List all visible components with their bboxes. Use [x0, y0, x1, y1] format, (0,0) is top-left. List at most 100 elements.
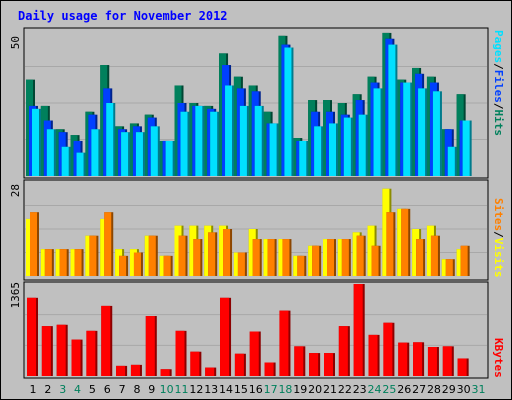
x-axis-label: 31	[472, 383, 486, 396]
sites-bar-face	[267, 239, 275, 276]
kbytes-bar-face	[27, 297, 36, 376]
x-axis-label: 8	[133, 383, 140, 396]
visits-bar-face	[367, 225, 375, 276]
legend-item: KBytes	[492, 338, 505, 378]
sites-bar-face	[341, 239, 349, 276]
x-axis-label: 9	[148, 383, 155, 396]
visits-bar-face	[248, 229, 256, 276]
pages-bar-face	[46, 129, 54, 176]
kbytes-bar-face	[398, 342, 408, 376]
sites-bar-face	[430, 235, 438, 276]
pages-bar-face	[418, 88, 426, 176]
sites-bar-face	[445, 259, 453, 276]
pages-bar-face	[314, 126, 322, 176]
kbytes-bar-face	[279, 310, 289, 376]
visits-bar-face	[26, 218, 33, 276]
visits-bar-face	[55, 249, 63, 276]
kbytes-bar-face	[234, 353, 244, 376]
legend-text: Pages/Files/Hits	[492, 30, 505, 136]
pages-bar-face	[329, 123, 336, 176]
kbytes-bar-face	[383, 322, 393, 376]
kbytes-bar-face	[249, 331, 259, 376]
x-axis-label: 11	[175, 383, 189, 396]
visits-bar-face	[100, 218, 108, 276]
legend-item: Files	[492, 70, 505, 103]
visits-bar-face	[115, 249, 123, 276]
pages-bar-face	[135, 132, 143, 176]
sites-bar-face	[282, 239, 290, 276]
kbytes-bar-face	[56, 324, 66, 376]
x-axis-label: 12	[189, 383, 203, 396]
pages-bar-face	[121, 132, 129, 176]
legend-item: /	[492, 231, 505, 238]
x-axis-label: 1	[30, 383, 37, 396]
sites-bar-face	[401, 208, 409, 276]
kbytes-bar-face	[442, 346, 452, 376]
pages-bar-face	[106, 103, 114, 176]
x-axis-label: 21	[323, 383, 337, 396]
sites-bar-face	[30, 212, 37, 276]
visits-ymax-label: 28	[9, 184, 22, 197]
visits-bar-face	[159, 255, 167, 276]
x-axis-label: 23	[353, 383, 367, 396]
visits-bar-face	[323, 239, 330, 276]
kbytes-bar-face	[190, 351, 200, 376]
sites-bar-face	[386, 212, 394, 276]
sites-bar-face	[59, 249, 67, 276]
visits-bar-face	[441, 259, 449, 276]
x-axis-label: 27	[412, 383, 426, 396]
pages-bar-face	[76, 152, 84, 176]
sites-bar-face	[44, 249, 52, 276]
legend-item: Hits	[492, 110, 505, 137]
visits-bar-face	[456, 249, 464, 276]
x-axis-label: 19	[293, 383, 307, 396]
visits-bar-face	[397, 208, 405, 276]
kbytes-bar-face	[338, 326, 348, 376]
chart-title: Daily usage for November 2012	[18, 9, 228, 23]
visits-bar-face	[144, 235, 152, 276]
visits-bar-face	[337, 239, 345, 276]
sites-bar-face	[356, 235, 364, 276]
kbytes-bar-face	[205, 367, 215, 376]
x-axis-label: 24	[368, 383, 382, 396]
x-axis-label: 26	[397, 383, 411, 396]
x-axis-label: 22	[338, 383, 352, 396]
kbytes-bar-face	[130, 364, 140, 376]
pages-bar-face	[61, 146, 69, 176]
pages-bar-face	[150, 126, 158, 176]
visits-bar-face	[233, 252, 241, 276]
pages-bar-face	[180, 111, 188, 176]
sites-bar-face	[312, 245, 320, 276]
pages-bar-face	[239, 105, 247, 176]
visits-bar-face	[412, 229, 420, 276]
kbytes-bar-face	[145, 316, 155, 376]
x-axis-label: 25	[382, 383, 396, 396]
kbytes-bar-face	[309, 353, 319, 376]
sites-bar-face	[104, 212, 112, 276]
visits-bar-face	[426, 225, 434, 276]
x-axis-label: 14	[219, 383, 233, 396]
x-axis-label: 10	[160, 383, 174, 396]
visits-bar-face	[293, 255, 301, 276]
pages-bar-face	[358, 114, 366, 176]
pages-bar-face	[284, 47, 292, 176]
visits-bar-face	[278, 239, 286, 276]
visits-bar-face	[40, 249, 48, 276]
x-axis-label: 3	[59, 383, 66, 396]
visits-bar-face	[382, 188, 390, 276]
sites-bar-face	[460, 245, 468, 276]
sites-bar-face	[416, 239, 424, 276]
x-axis-label: 28	[427, 383, 441, 396]
visits-bar-face	[85, 235, 93, 276]
pages-bar-face	[165, 140, 173, 176]
pages-bar-face	[195, 105, 203, 176]
sites-bar-face	[371, 245, 379, 276]
legend-item: Visits	[492, 238, 505, 278]
legend-item: /	[492, 63, 505, 70]
kbytes-ymax-label: 1365	[9, 282, 22, 309]
x-axis-label: 17	[264, 383, 278, 396]
x-axis-label: 20	[308, 383, 322, 396]
kbytes-bar-face	[86, 330, 96, 376]
